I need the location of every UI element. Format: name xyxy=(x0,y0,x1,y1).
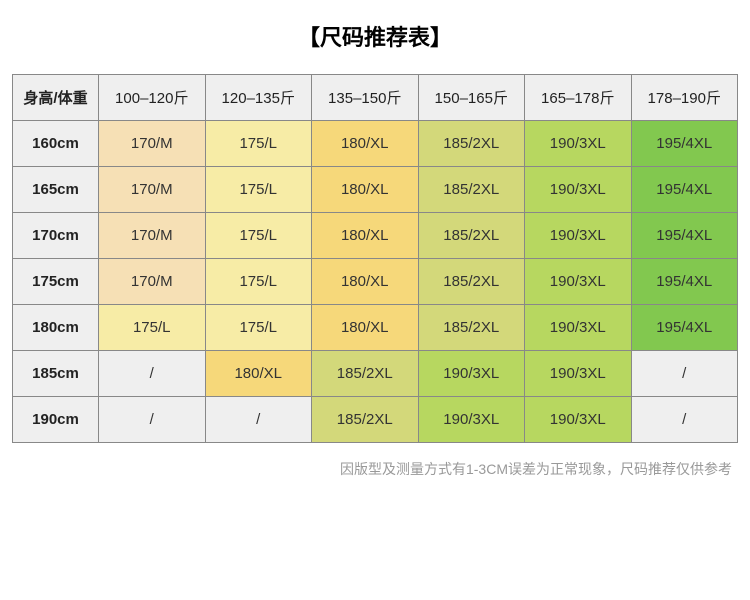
size-cell: 170/M xyxy=(99,259,206,305)
row-header: 185cm xyxy=(13,351,99,397)
size-cell: 185/2XL xyxy=(418,167,525,213)
row-header: 165cm xyxy=(13,167,99,213)
size-cell: / xyxy=(99,351,206,397)
row-header: 175cm xyxy=(13,259,99,305)
size-cell: 175/L xyxy=(205,213,312,259)
size-cell: 190/3XL xyxy=(525,213,632,259)
size-cell: 180/XL xyxy=(312,167,419,213)
size-cell: 175/L xyxy=(99,305,206,351)
size-cell: 185/2XL xyxy=(418,121,525,167)
size-cell: 190/3XL xyxy=(525,167,632,213)
table-row: 190cm//185/2XL190/3XL190/3XL/ xyxy=(13,397,738,443)
size-cell: 180/XL xyxy=(312,121,419,167)
col-header: 135–150斤 xyxy=(312,75,419,121)
size-cell: 190/3XL xyxy=(525,397,632,443)
size-cell: 190/3XL xyxy=(525,351,632,397)
col-header: 120–135斤 xyxy=(205,75,312,121)
size-cell: 170/M xyxy=(99,213,206,259)
size-cell: 170/M xyxy=(99,167,206,213)
row-header: 160cm xyxy=(13,121,99,167)
size-cell: 175/L xyxy=(205,167,312,213)
size-cell: 170/M xyxy=(99,121,206,167)
size-cell: 175/L xyxy=(205,305,312,351)
size-cell: 185/2XL xyxy=(312,397,419,443)
size-cell: 195/4XL xyxy=(631,305,738,351)
table-row: 175cm170/M175/L180/XL185/2XL190/3XL195/4… xyxy=(13,259,738,305)
size-cell: 195/4XL xyxy=(631,259,738,305)
table-row: 185cm/180/XL185/2XL190/3XL190/3XL/ xyxy=(13,351,738,397)
size-cell: 180/XL xyxy=(312,305,419,351)
size-cell: 185/2XL xyxy=(418,213,525,259)
size-cell: 180/XL xyxy=(312,259,419,305)
size-cell: 190/3XL xyxy=(525,305,632,351)
size-cell: 185/2XL xyxy=(312,351,419,397)
table-row: 180cm175/L175/L180/XL185/2XL190/3XL195/4… xyxy=(13,305,738,351)
size-cell: 190/3XL xyxy=(418,351,525,397)
size-cell: 190/3XL xyxy=(525,259,632,305)
size-cell: 180/XL xyxy=(312,213,419,259)
size-cell: / xyxy=(205,397,312,443)
size-cell: 195/4XL xyxy=(631,121,738,167)
size-cell: 195/4XL xyxy=(631,167,738,213)
size-cell: 185/2XL xyxy=(418,259,525,305)
size-cell: 175/L xyxy=(205,259,312,305)
size-cell: 180/XL xyxy=(205,351,312,397)
size-cell: 190/3XL xyxy=(525,121,632,167)
col-header: 178–190斤 xyxy=(631,75,738,121)
size-chart-table: 身高/体重 100–120斤 120–135斤 135–150斤 150–165… xyxy=(12,74,738,443)
size-cell: 195/4XL xyxy=(631,213,738,259)
size-cell: 175/L xyxy=(205,121,312,167)
col-header: 100–120斤 xyxy=(99,75,206,121)
size-cell: 190/3XL xyxy=(418,397,525,443)
page-title: 【尺码推荐表】 xyxy=(12,20,738,52)
col-header: 165–178斤 xyxy=(525,75,632,121)
table-row: 165cm170/M175/L180/XL185/2XL190/3XL195/4… xyxy=(13,167,738,213)
row-header: 180cm xyxy=(13,305,99,351)
size-cell: / xyxy=(631,397,738,443)
footnote: 因版型及测量方式有1-3CM误差为正常现象，尺码推荐仅供参考 xyxy=(12,459,738,479)
size-cell: 185/2XL xyxy=(418,305,525,351)
table-row: 160cm170/M175/L180/XL185/2XL190/3XL195/4… xyxy=(13,121,738,167)
table-row: 170cm170/M175/L180/XL185/2XL190/3XL195/4… xyxy=(13,213,738,259)
row-header: 190cm xyxy=(13,397,99,443)
size-cell: / xyxy=(99,397,206,443)
size-cell: / xyxy=(631,351,738,397)
corner-header: 身高/体重 xyxy=(13,75,99,121)
table-header-row: 身高/体重 100–120斤 120–135斤 135–150斤 150–165… xyxy=(13,75,738,121)
row-header: 170cm xyxy=(13,213,99,259)
col-header: 150–165斤 xyxy=(418,75,525,121)
